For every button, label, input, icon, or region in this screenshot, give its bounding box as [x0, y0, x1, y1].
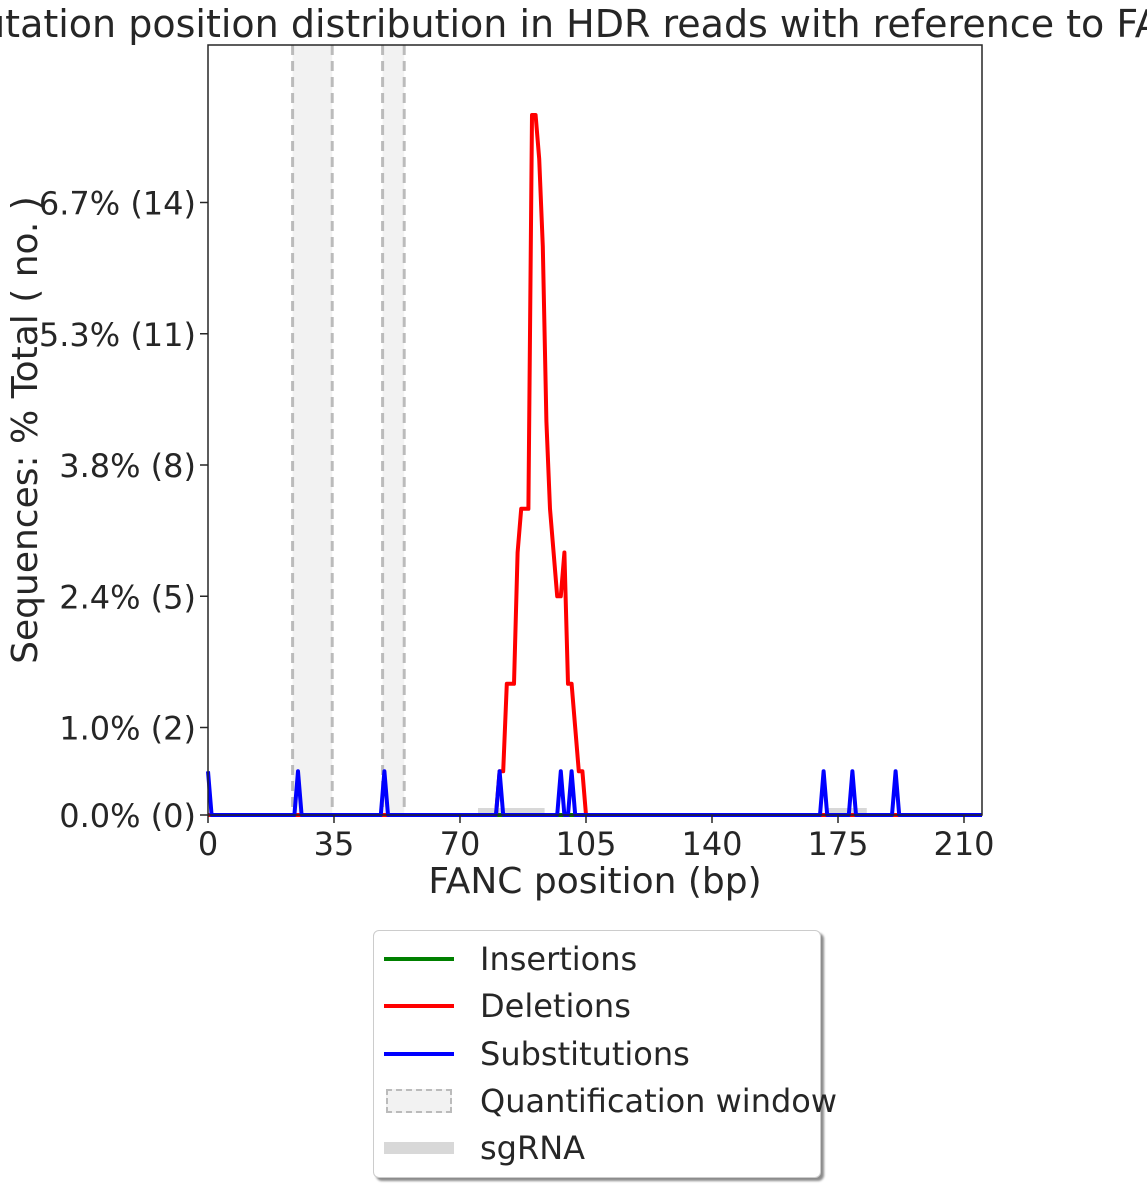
substitutions-swatch — [384, 1041, 454, 1067]
x-tick-label: 70 — [440, 825, 481, 863]
sgrna-band-1 — [478, 808, 545, 815]
chart-legend: Insertions Deletions Substitutions Quant… — [373, 930, 837, 1178]
quantification-window-1 — [292, 45, 333, 815]
deletions-line-swatch — [384, 1004, 454, 1008]
legend-item-sgrna: sgRNA — [384, 1128, 585, 1168]
y-tick-label: 2.4% (5) — [59, 578, 196, 616]
legend-item-quantification-window: Quantification window — [384, 1081, 837, 1121]
y-tick-label: 6.7% (14) — [39, 185, 196, 223]
quantification-window-2 — [382, 45, 405, 815]
deletions-swatch — [384, 993, 454, 1019]
legend-label-sgrna: sgRNA — [480, 1129, 586, 1167]
insertions-line-swatch — [384, 957, 454, 961]
deletions-series-line — [208, 113, 982, 817]
y-tick-label: 5.3% (11) — [39, 316, 196, 354]
legend-item-deletions: Deletions — [384, 986, 631, 1026]
x-tick-label: 140 — [681, 825, 742, 863]
sgrna-band-2 — [827, 808, 867, 815]
quantification-window-swatch — [384, 1088, 454, 1114]
x-tick-label: 175 — [807, 825, 868, 863]
y-tick-label: 1.0% (2) — [59, 710, 196, 748]
x-tick-label: 105 — [555, 825, 616, 863]
x-axis-label: FANC position (bp) — [428, 861, 761, 902]
y-axis-label: Sequences: % Total ( no. ) — [5, 196, 46, 664]
legend-item-insertions: Insertions — [384, 939, 637, 979]
x-tick-label: 35 — [314, 825, 355, 863]
legend-label-quantification-window: Quantification window — [480, 1082, 838, 1120]
sgrna-band-swatch — [384, 1142, 454, 1154]
legend-label-insertions: Insertions — [480, 940, 638, 978]
insertions-swatch — [384, 946, 454, 972]
y-tick-label: 3.8% (8) — [59, 447, 196, 485]
x-tick-label: 210 — [933, 825, 994, 863]
quantification-window-box-swatch — [386, 1089, 452, 1113]
substitutions-line-swatch — [384, 1052, 454, 1056]
sgrna-swatch — [384, 1135, 454, 1161]
y-tick-label: 0.0% (0) — [59, 797, 196, 835]
mutation-position-chart: 0 35 70 105 140 175 210 0.0% (0) 1.0% (2) 2.4% (5… — [0, 2, 1147, 902]
chart-title: Mutation position distribution in HDR re… — [0, 2, 1147, 46]
legend-item-substitutions: Substitutions — [384, 1034, 690, 1074]
plot-frame — [207, 44, 983, 816]
x-tick-label: 0 — [198, 825, 218, 863]
legend-label-deletions: Deletions — [480, 987, 631, 1025]
legend-label-substitutions: Substitutions — [480, 1035, 690, 1073]
